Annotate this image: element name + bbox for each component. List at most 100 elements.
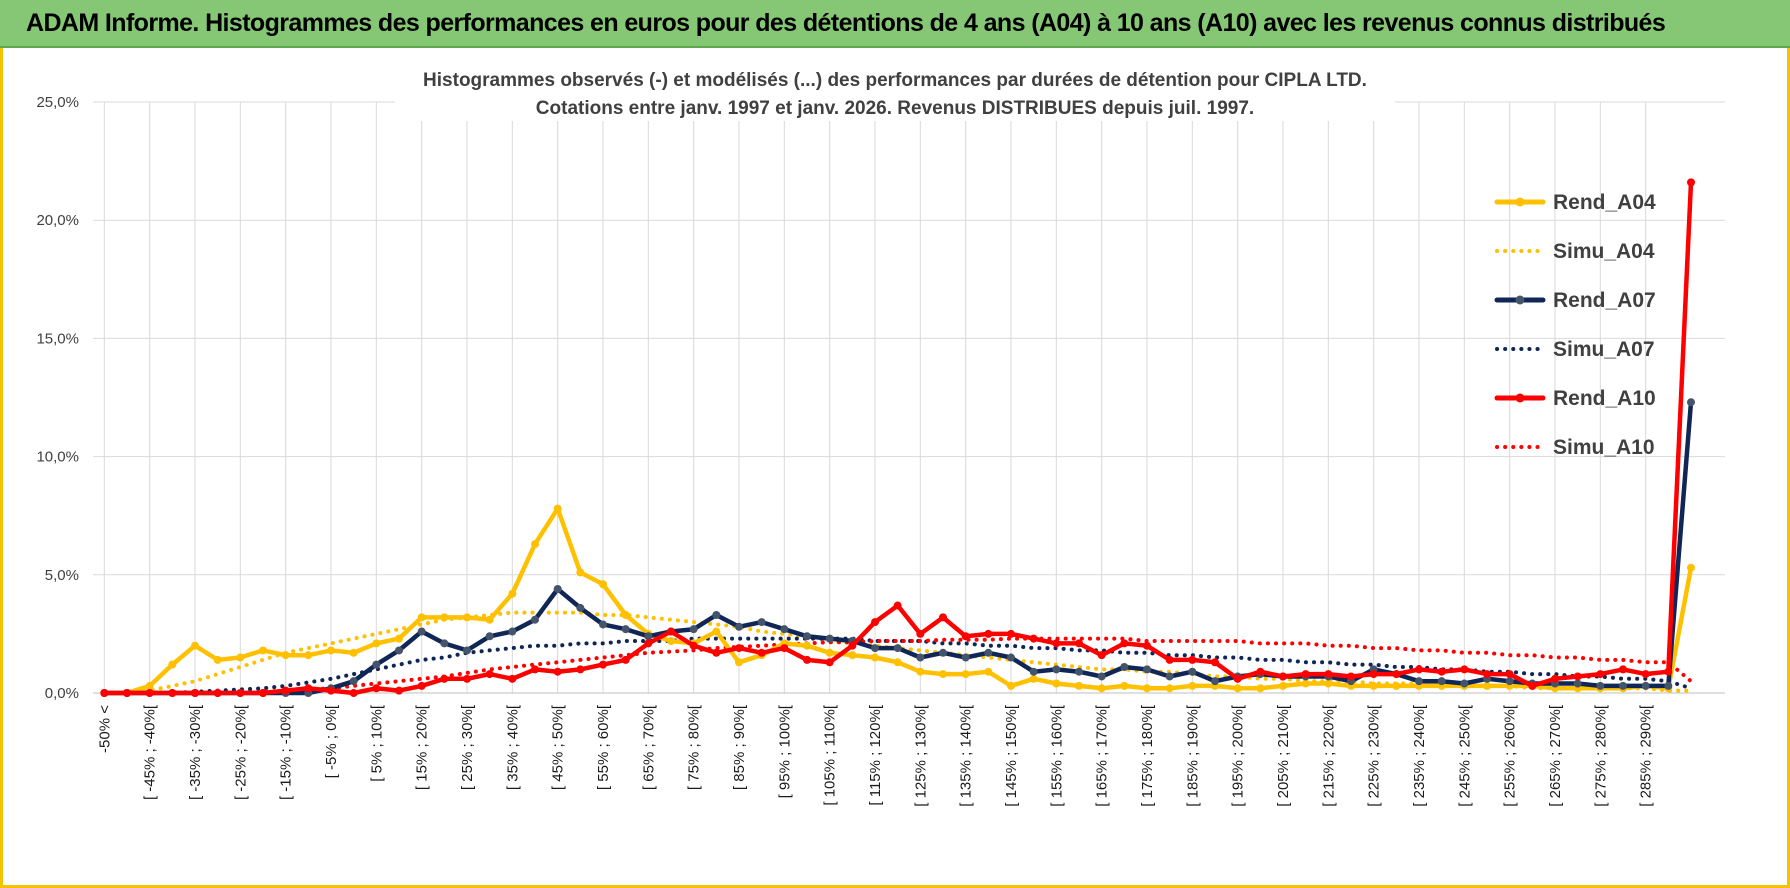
series-lines xyxy=(100,178,1695,697)
data-point-rend-a04 xyxy=(417,613,426,622)
data-point-rend-a04 xyxy=(1029,674,1038,683)
x-tick-label: [ 185% ; 190%[ xyxy=(1184,704,1201,807)
data-point-rend-a07 xyxy=(349,677,358,686)
data-point-rend-a04 xyxy=(735,658,743,667)
data-point-rend-a10 xyxy=(621,655,630,664)
data-point-rend-a10 xyxy=(349,689,358,697)
x-tick-label: [ 155% ; 160%[ xyxy=(1048,704,1065,807)
x-tick-label: [ 225% ; 230%[ xyxy=(1366,704,1383,807)
data-point-rend-a07 xyxy=(599,620,607,629)
y-tick-label: 20,0% xyxy=(36,212,79,229)
data-point-rend-a07 xyxy=(417,627,426,636)
histogram-chart: 0,0% 5,0% 10,0% 15,0% 20,0% 25,0% -50% < [ -45%… xyxy=(36,61,1725,807)
data-point-rend-a04 xyxy=(1301,679,1310,688)
data-point-rend-a10 xyxy=(871,618,879,627)
x-tick-label: [ 85% ; 90%[ xyxy=(731,704,748,790)
data-point-rend-a04 xyxy=(1392,681,1401,690)
data-point-rend-a04 xyxy=(1143,684,1151,693)
data-point-rend-a10 xyxy=(123,689,131,697)
x-tick-label: -50% < xyxy=(96,705,113,753)
data-point-rend-a10 xyxy=(1687,178,1695,187)
legend-label-rend-a10: Rend_A10 xyxy=(1553,387,1656,410)
x-tick-label: [ 135% ; 140%[ xyxy=(958,704,975,807)
data-point-rend-a07 xyxy=(712,610,721,619)
data-point-rend-a07 xyxy=(1143,665,1151,674)
data-point-rend-a07 xyxy=(1097,672,1106,681)
data-point-rend-a10 xyxy=(1279,672,1287,681)
data-point-rend-a07 xyxy=(961,653,970,662)
data-point-rend-a10 xyxy=(576,665,585,674)
data-point-rend-a04 xyxy=(1279,681,1287,690)
x-tick-label: [ -5% ; 0%[ xyxy=(323,704,340,778)
legend-label-simu-a04: Simu_A04 xyxy=(1553,240,1655,263)
data-point-rend-a07 xyxy=(553,584,562,593)
data-point-rend-a07 xyxy=(1596,681,1605,690)
series-line-rend-a10 xyxy=(102,180,1694,696)
data-point-rend-a07 xyxy=(1687,398,1695,407)
x-tick-label: [ 5% ; 10%[ xyxy=(368,704,385,782)
data-point-rend-a10 xyxy=(100,689,109,697)
x-tick-label: [ 105% ; 110%[ xyxy=(822,704,839,805)
data-point-rend-a10 xyxy=(1619,665,1627,674)
data-point-rend-a07 xyxy=(1573,679,1582,688)
data-point-rend-a04 xyxy=(304,651,313,660)
data-point-rend-a10 xyxy=(168,689,177,697)
data-point-rend-a04 xyxy=(1097,684,1106,693)
data-point-rend-a10 xyxy=(553,667,562,676)
data-point-rend-a10 xyxy=(1324,670,1333,679)
x-tick-label: [ -15% ; -10%[ xyxy=(278,704,295,800)
legend-marker-rend-a07 xyxy=(1515,295,1525,305)
data-point-rend-a10 xyxy=(1143,641,1151,650)
data-point-rend-a04 xyxy=(916,667,925,676)
data-point-rend-a10 xyxy=(1075,639,1083,648)
data-point-rend-a10 xyxy=(417,681,426,690)
data-point-rend-a10 xyxy=(1347,672,1355,681)
data-point-rend-a07 xyxy=(871,644,879,653)
x-tick-label: [ -35% ; -30%[ xyxy=(187,704,204,800)
data-point-rend-a07 xyxy=(893,644,902,653)
data-point-rend-a10 xyxy=(1369,670,1378,679)
report-title: ADAM Informe. Histogrammes des performan… xyxy=(26,9,1666,37)
y-tick-label: 25,0% xyxy=(36,94,79,111)
data-point-rend-a10 xyxy=(1233,674,1242,683)
data-point-rend-a04 xyxy=(621,610,630,619)
data-point-rend-a10 xyxy=(213,689,222,697)
data-point-rend-a10 xyxy=(961,632,970,641)
data-point-rend-a04 xyxy=(1075,681,1083,690)
data-point-rend-a04 xyxy=(871,653,879,662)
x-tick-label: [ 65% ; 70%[ xyxy=(640,704,657,790)
x-tick-label: [ 15% ; 20%[ xyxy=(414,704,431,790)
data-point-rend-a10 xyxy=(1052,639,1061,648)
data-point-rend-a04 xyxy=(939,670,947,679)
data-point-rend-a04 xyxy=(327,646,335,655)
data-point-rend-a10 xyxy=(803,655,811,664)
data-point-rend-a04 xyxy=(1324,679,1333,688)
data-point-rend-a10 xyxy=(145,689,154,697)
data-point-rend-a10 xyxy=(712,648,721,657)
data-point-rend-a04 xyxy=(1007,681,1015,690)
data-point-rend-a04 xyxy=(508,589,517,598)
data-point-rend-a07 xyxy=(576,603,585,612)
legend-marker-rend-a10 xyxy=(1515,393,1525,403)
data-point-rend-a07 xyxy=(1415,677,1423,686)
data-point-rend-a07 xyxy=(1188,667,1197,676)
data-point-rend-a07 xyxy=(440,639,449,648)
data-point-rend-a04 xyxy=(463,613,471,622)
data-point-rend-a04 xyxy=(667,636,675,645)
x-tick-label: [ 275% ; 280%[ xyxy=(1592,704,1609,807)
data-point-rend-a04 xyxy=(893,658,902,667)
data-point-rend-a07 xyxy=(395,646,403,655)
data-point-rend-a04 xyxy=(1052,679,1061,688)
data-point-rend-a04 xyxy=(349,648,358,657)
data-point-rend-a07 xyxy=(825,634,834,643)
data-point-rend-a07 xyxy=(803,632,811,641)
data-point-rend-a04 xyxy=(168,660,177,669)
data-point-rend-a10 xyxy=(1573,672,1582,681)
data-point-rend-a07 xyxy=(780,625,789,634)
data-point-rend-a07 xyxy=(735,622,743,631)
data-point-rend-a04 xyxy=(599,580,607,589)
data-point-rend-a07 xyxy=(372,660,381,669)
x-tick-label: [ -25% ; -20%[ xyxy=(232,704,249,800)
data-point-rend-a04 xyxy=(803,641,811,650)
gridlines xyxy=(93,101,1725,693)
